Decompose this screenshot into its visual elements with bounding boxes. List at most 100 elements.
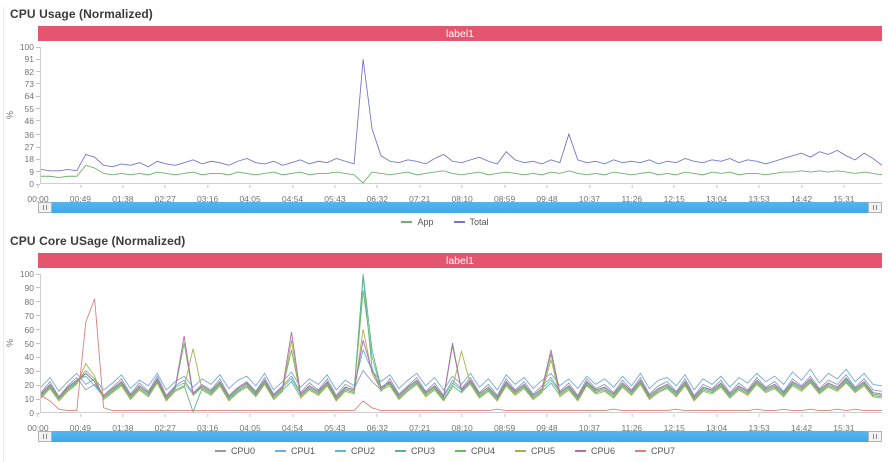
x-tick-label: 10:37 <box>579 414 600 436</box>
scrollbar-left-handle[interactable] <box>38 202 52 213</box>
y-axis: 100 90 80 70 60 50 40 30 20 10 0 <box>16 269 40 418</box>
x-tick-mark <box>716 185 718 188</box>
panel-divider <box>3 7 4 462</box>
x-tick-label: 12:15 <box>664 185 685 207</box>
x-tick-mark <box>249 414 251 417</box>
line-chart[interactable] <box>41 47 882 183</box>
x-tick-mark <box>461 185 463 188</box>
cpu-core-usage-chart-section: CPU Core USage (Normalized) label1 % 100… <box>0 234 890 456</box>
x-tick-mark <box>758 185 760 188</box>
banner-label: label1 <box>445 254 475 267</box>
legend-item-cpu4[interactable]: CPU4 <box>455 446 495 456</box>
plot-canvas[interactable] <box>40 274 882 413</box>
legend-label: Total <box>469 217 489 227</box>
x-tick-mark <box>37 185 39 188</box>
x-tick-label: 07:21 <box>409 414 430 436</box>
legend-label: CPU4 <box>471 446 496 456</box>
x-tick-label: 13:53 <box>748 185 770 207</box>
x-tick-label: 14:42 <box>791 185 812 207</box>
legend-item-cpu2[interactable]: CPU2 <box>334 446 375 456</box>
y-tick-label: 27 <box>25 142 40 152</box>
x-tick-label: 11:26 <box>622 185 642 207</box>
time-range-scrollbar[interactable] <box>38 202 882 213</box>
chart-legend: CPU0 CPU1 CPU2 CPU3 CPU4 CPU5 CPU6 CPU7 <box>0 446 890 456</box>
drag-grip-icon <box>873 434 877 439</box>
x-tick-mark <box>588 185 590 188</box>
chart-legend: App Total <box>0 217 890 227</box>
legend-dash-icon <box>394 450 406 452</box>
banner-label: label1 <box>445 27 475 40</box>
y-tick-mark <box>36 108 40 110</box>
x-tick-mark <box>631 185 633 188</box>
scrollbar-track[interactable] <box>52 202 868 213</box>
legend-dash-icon <box>575 450 587 452</box>
legend-label: CPU1 <box>290 446 315 456</box>
x-tick-label: 03:16 <box>197 414 218 436</box>
scrollbar-right-handle[interactable] <box>868 202 882 213</box>
y-tick-mark <box>36 301 40 303</box>
x-tick-mark <box>546 414 548 417</box>
x-tick-mark <box>588 414 590 417</box>
line-chart[interactable] <box>41 274 882 412</box>
x-tick-label: 13:04 <box>706 414 727 436</box>
y-tick-label: 55 <box>25 104 40 114</box>
series-line-cpu5 <box>41 329 882 402</box>
chart-area: % 100 91 82 73 64 55 46 36 27 18 9 0 <box>4 42 882 189</box>
legend-item-cpu3[interactable]: CPU3 <box>394 446 435 456</box>
legend-item-cpu6[interactable]: CPU6 <box>575 446 615 456</box>
y-tick-mark <box>36 146 40 148</box>
x-tick-mark <box>291 185 293 188</box>
y-tick-mark <box>36 412 40 414</box>
x-tick-label: 07:21 <box>409 185 430 207</box>
y-tick-label: 82 <box>25 67 40 77</box>
y-tick-label: 18 <box>25 154 40 164</box>
legend-dash-icon <box>274 450 286 452</box>
y-tick-mark <box>36 370 40 372</box>
y-tick-mark <box>36 95 40 97</box>
x-tick-label: 04:05 <box>239 414 261 436</box>
x-tick-label: 01:38 <box>112 185 133 207</box>
y-tick-label: 50 <box>25 339 40 349</box>
x-tick-mark <box>504 185 506 188</box>
y-tick-label: 10 <box>25 394 40 404</box>
legend-item-cpu0[interactable]: CPU0 <box>214 446 255 456</box>
x-tick-mark <box>164 414 166 417</box>
plot-canvas[interactable] <box>40 47 882 184</box>
series-line-cpu2 <box>41 276 882 399</box>
x-tick-label: 08:10 <box>452 185 473 207</box>
y-tick-mark <box>36 343 40 344</box>
x-tick-mark <box>334 414 336 417</box>
x-tick-mark <box>758 414 760 417</box>
legend-item-total[interactable]: Total <box>453 217 489 227</box>
y-tick-mark <box>36 398 40 400</box>
x-tick-label: 03:16 <box>197 185 218 207</box>
x-tick-mark <box>291 414 293 417</box>
legend-label: CPU5 <box>531 446 556 456</box>
x-tick-label: 01:38 <box>112 414 133 436</box>
x-tick-label: 09:48 <box>536 414 558 436</box>
x-tick-label: 04:05 <box>239 185 261 207</box>
y-tick-mark <box>36 158 40 160</box>
x-tick-label: 15:31 <box>833 185 855 207</box>
y-tick-label: 70 <box>25 311 40 321</box>
y-tick-label: 100 <box>20 42 40 52</box>
x-tick-mark <box>122 185 124 188</box>
x-tick-label: 04:54 <box>282 185 303 207</box>
legend-item-app[interactable]: App <box>401 217 434 227</box>
legend-dash-icon <box>635 450 647 452</box>
series-line-cpu3 <box>41 274 882 412</box>
x-tick-label: 13:04 <box>706 185 727 207</box>
x-tick-mark <box>419 185 421 188</box>
scrollbar-right-handle[interactable] <box>868 431 882 442</box>
time-range-scrollbar[interactable] <box>38 431 882 442</box>
x-tick-mark <box>376 414 378 417</box>
y-axis: 100 91 82 73 64 55 46 36 27 18 9 0 <box>16 42 40 189</box>
legend-item-cpu1[interactable]: CPU1 <box>274 446 315 456</box>
y-tick-mark <box>36 315 40 317</box>
legend-label: App <box>417 217 434 227</box>
x-tick-label: 02:27 <box>155 185 176 207</box>
scrollbar-left-handle[interactable] <box>38 431 52 442</box>
scrollbar-track[interactable] <box>52 431 868 442</box>
legend-item-cpu7[interactable]: CPU7 <box>635 446 675 456</box>
legend-item-cpu5[interactable]: CPU5 <box>515 446 555 456</box>
